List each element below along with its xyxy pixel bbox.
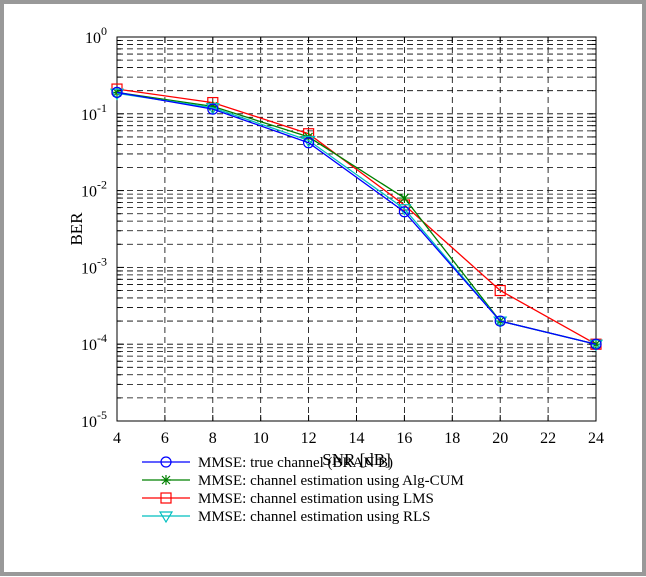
legend-item: MMSE: channel estimation using LMS xyxy=(142,491,434,507)
x-tick-label: 18 xyxy=(444,430,460,447)
x-tick-label: 24 xyxy=(588,430,604,447)
y-tick-label: 10-1 xyxy=(81,101,107,124)
series-lines xyxy=(109,83,604,352)
grid xyxy=(117,37,596,421)
legend-label: MMSE: channel estimation using RLS xyxy=(198,509,431,525)
axis-ticks: 4 6 8 10 12 14 16 18 20 22 24 100 10-1 10-2 10-3 10-4 10… xyxy=(81,24,604,447)
data-point xyxy=(207,103,219,115)
x-tick-label: 20 xyxy=(492,430,508,447)
series-line xyxy=(116,88,597,345)
legend-marker xyxy=(160,492,172,504)
legend-marker xyxy=(160,456,172,468)
legend-label: MMSE: channel estimation using Alg-CUM xyxy=(198,473,464,489)
legend-marker xyxy=(161,475,171,485)
y-tick-label: 10-4 xyxy=(81,331,107,354)
data-point xyxy=(398,206,410,218)
legend-label: MMSE: true channel (BRAN B) xyxy=(198,455,393,471)
x-tick-label: 16 xyxy=(396,430,412,447)
data-point xyxy=(588,339,604,352)
data-point xyxy=(111,86,123,98)
legend-item: MMSE: channel estimation using Alg-CUM xyxy=(142,473,464,489)
x-tick-label: 14 xyxy=(349,430,365,447)
data-point xyxy=(494,284,506,297)
x-tick-label: 8 xyxy=(209,430,217,447)
y-axis-label: BER xyxy=(67,212,86,246)
legend: MMSE: true channel (BRAN B) MMSE: channel… xyxy=(142,455,464,525)
data-point xyxy=(112,87,122,98)
data-point xyxy=(494,315,506,327)
data-point xyxy=(207,101,218,112)
ber-chart: 4 6 8 10 12 14 16 18 20 22 24 100 10-1 10-2 10-3 10-4 10… xyxy=(67,24,604,525)
series-0 xyxy=(111,86,602,350)
y-tick-label: 10-2 xyxy=(81,178,107,201)
legend-label: MMSE: channel estimation using LMS xyxy=(198,491,434,507)
series-line xyxy=(116,91,597,345)
y-tick-label: 100 xyxy=(85,24,107,47)
data-point xyxy=(590,338,602,350)
x-tick-label: 6 xyxy=(161,430,169,447)
y-tick-label: 10-3 xyxy=(81,254,107,277)
x-axis-label: SNR [dB] xyxy=(322,450,390,469)
y-tick-label: 10-5 xyxy=(81,408,107,431)
data-point xyxy=(303,137,315,149)
data-point xyxy=(399,193,410,204)
data-point xyxy=(109,88,125,101)
x-tick-label: 12 xyxy=(301,430,317,447)
legend-item: MMSE: channel estimation using RLS xyxy=(142,509,431,525)
x-tick-label: 10 xyxy=(253,430,269,447)
legend-item: MMSE: true channel (BRAN B) xyxy=(142,455,393,471)
x-tick-label: 22 xyxy=(540,430,556,447)
legend-marker xyxy=(158,511,174,524)
x-tick-label: 4 xyxy=(113,430,121,447)
